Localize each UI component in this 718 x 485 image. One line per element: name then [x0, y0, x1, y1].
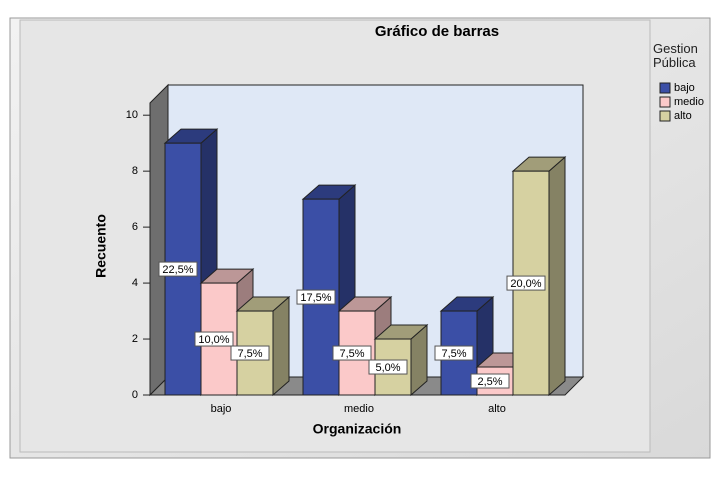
legend-label: medio — [674, 96, 704, 108]
legend-swatch — [659, 96, 671, 108]
value-label: 2,5% — [477, 376, 502, 388]
value-label: 10,0% — [198, 334, 229, 346]
value-label-box — [368, 359, 408, 375]
chart-title: Gráfico de barras — [375, 23, 499, 40]
y-tick-label: 4 — [132, 277, 138, 289]
x-tick-label: medio — [344, 403, 374, 415]
value-label-box — [506, 275, 546, 291]
x-tick-label: alto — [488, 403, 506, 415]
y-axis-label: Recuento — [93, 214, 109, 278]
value-label-box — [296, 289, 336, 305]
x-axis-label: Organización — [313, 421, 402, 437]
value-label: 5,0% — [375, 362, 400, 374]
y-tick-label: 8 — [132, 165, 138, 177]
x-tick-label: bajo — [211, 403, 232, 415]
legend-label: alto — [674, 110, 692, 122]
value-label-box — [434, 345, 474, 361]
value-label-box — [194, 331, 234, 347]
value-label-box — [470, 373, 510, 389]
legend-title: Gestion Pública — [653, 41, 698, 70]
bar-side — [272, 295, 290, 397]
value-label: 22,5% — [162, 264, 193, 276]
value-label-box — [332, 345, 372, 361]
value-label-box — [230, 345, 270, 361]
y-tick-label: 10 — [126, 109, 138, 121]
value-label: 7,5% — [441, 348, 466, 360]
bar-side — [548, 156, 566, 397]
legend-swatch — [659, 82, 671, 94]
value-label: 7,5% — [237, 348, 262, 360]
y-tick-label: 2 — [132, 333, 138, 345]
y-tick-label: 0 — [132, 389, 138, 401]
legend-label: bajo — [674, 82, 695, 94]
legend-swatch — [659, 110, 671, 122]
value-label: 7,5% — [339, 348, 364, 360]
y-tick-label: 6 — [132, 221, 138, 233]
value-label: 20,0% — [510, 278, 541, 290]
value-label: 17,5% — [300, 292, 331, 304]
value-label-box — [158, 261, 198, 277]
